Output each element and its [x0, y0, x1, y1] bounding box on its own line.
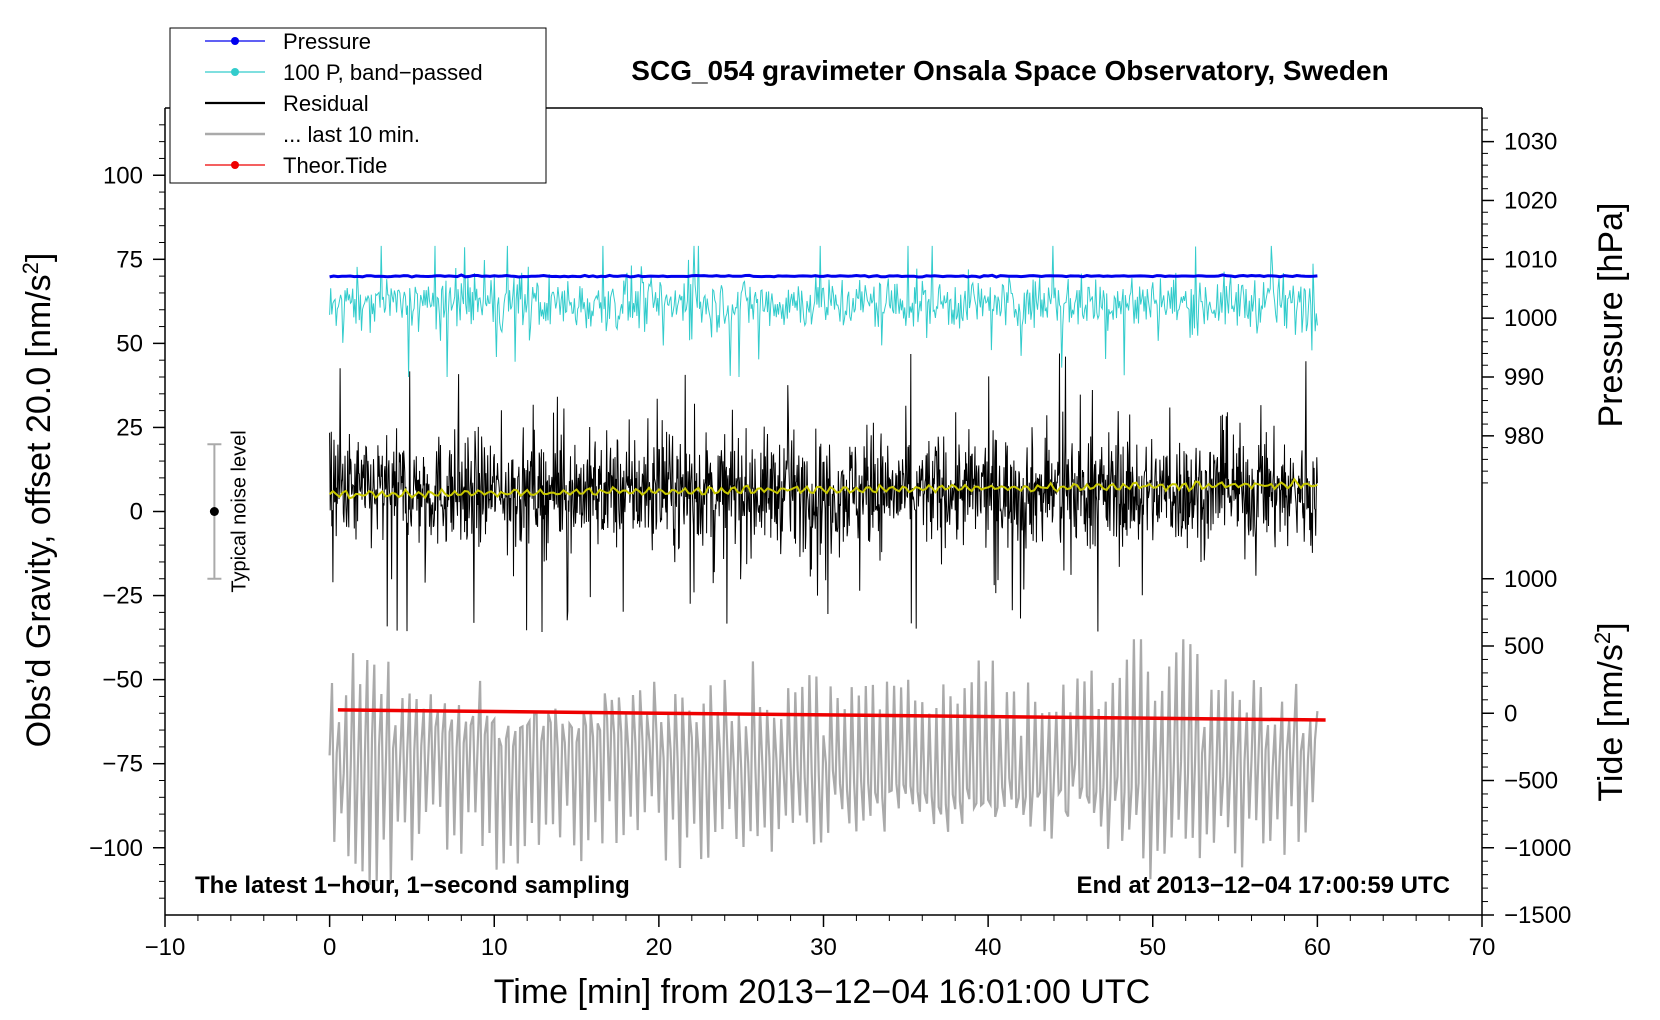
legend-marker [231, 161, 239, 169]
plot-marks [328, 245, 1326, 885]
y-tick-label: 50 [116, 330, 143, 357]
tide-tick-label: −1500 [1504, 902, 1571, 929]
tide-tick-label: −1000 [1504, 835, 1571, 862]
series-residual-smoothed-line [328, 477, 1318, 500]
y-tick-label: 100 [103, 162, 143, 189]
noise-indicator [207, 443, 222, 580]
y-tick-label: 75 [116, 246, 143, 273]
legend-marker [231, 68, 239, 76]
legend-marker [231, 37, 239, 45]
x-tick-label: 60 [1304, 934, 1331, 961]
series-theor-tide-line [337, 708, 1326, 722]
noise-level-label: Typical noise level [228, 430, 250, 592]
legend-label: ... last 10 min. [283, 122, 420, 147]
pressure-tick-label: 990 [1504, 364, 1544, 391]
y-tick-label: −50 [102, 667, 143, 694]
y-tick-label: −25 [102, 583, 143, 610]
x-tick-label: 0 [323, 934, 336, 961]
legend-box [169, 27, 547, 184]
series-pressure-line [329, 273, 1318, 279]
bottom-left-note: The latest 1−hour, 1−second sampling [195, 872, 630, 899]
legend-label: Residual [283, 91, 369, 116]
y-axis-title-pressure: Pressure [hPa] [1592, 203, 1630, 428]
legend-label: Theor.Tide [283, 153, 387, 178]
bottom-right-note: End at 2013−12−04 17:00:59 UTC [1076, 872, 1450, 899]
x-tick-label: 40 [975, 934, 1002, 961]
pressure-tick-label: 1020 [1504, 187, 1557, 214]
y-tick-label: 0 [130, 499, 143, 526]
y-axis-title-tide-sup: 2 [1590, 632, 1615, 644]
y-tick-label: −100 [89, 835, 143, 862]
x-tick-label: 50 [1139, 934, 1166, 961]
y-axis-title-left: Obs’d Gravity, offset 20.0 [nm/s2] [18, 253, 59, 748]
y-axis-title-left-main: Obs’d Gravity, offset 20.0 [nm/s [20, 274, 58, 747]
series-residual-line [329, 353, 1318, 633]
pressure-tick-label: 1010 [1504, 246, 1557, 273]
x-tick-label: 10 [481, 934, 508, 961]
y-tick-label: 25 [116, 414, 143, 441]
tide-tick-label: 500 [1504, 633, 1544, 660]
chart-title: SCG_054 gravimeter Onsala Space Observat… [631, 55, 1388, 86]
x-tick-label: 30 [810, 934, 837, 961]
series-last-10-min-line [328, 639, 1319, 885]
pressure-tick-label: 1030 [1504, 129, 1557, 156]
y-axis-title-left-sup: 2 [18, 262, 43, 274]
x-tick-label: 20 [646, 934, 673, 961]
x-tick-label: −10 [145, 934, 186, 961]
y-axis-title-tide-main: Tide [nm/s [1592, 644, 1630, 801]
legend-label: Pressure [283, 29, 371, 54]
y-axis-title-left-tail: ] [20, 253, 58, 262]
tide-tick-label: −500 [1504, 768, 1558, 795]
tide-tick-label: 0 [1504, 700, 1517, 727]
ticks: −10 0 10 20 30 40 50 60 70−100−75−50−25025507510… [89, 117, 1571, 961]
y-axis-title-tide-tail: ] [1592, 622, 1630, 631]
legend-label: 100 P, band−passed [283, 60, 483, 85]
legend: Pressure 100 P, band−passed Residual ... la… [169, 27, 547, 184]
pressure-tick-label: 980 [1504, 423, 1544, 450]
x-axis-title: Time [min] from 2013−12−04 16:01:00 UTC [494, 973, 1150, 1011]
y-tick-label: −75 [102, 751, 143, 778]
x-tick-label: 70 [1469, 934, 1496, 961]
noise-center-dot [209, 507, 219, 516]
tide-tick-label: 1000 [1504, 566, 1557, 593]
pressure-tick-label: 1000 [1504, 305, 1557, 332]
y-axis-title-tide: Tide [nm/s2] [1590, 622, 1631, 801]
